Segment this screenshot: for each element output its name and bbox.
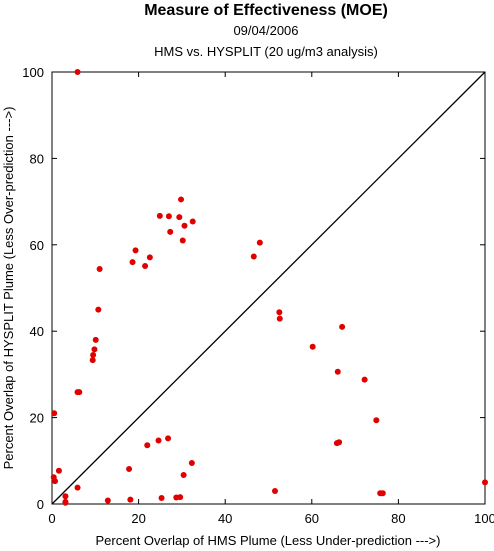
- data-point: [188, 459, 195, 466]
- data-point: [155, 437, 162, 444]
- data-point: [132, 247, 139, 254]
- data-point: [52, 478, 59, 485]
- data-point: [92, 336, 99, 343]
- y-axis-label: Percent Overlap of HYSPLIT Plume (Less O…: [1, 107, 16, 470]
- y-tick-label: 60: [30, 238, 44, 253]
- y-axis-ticks: 0 20 40 60 80 100: [22, 65, 485, 512]
- data-point: [95, 306, 102, 313]
- data-point: [167, 228, 174, 235]
- data-point: [165, 213, 172, 220]
- data-point: [276, 309, 283, 316]
- data-point: [179, 237, 186, 244]
- data-point: [96, 265, 103, 272]
- data-point: [89, 357, 96, 364]
- chart-date: 09/04/2006: [233, 23, 298, 38]
- data-point: [165, 435, 172, 442]
- data-point: [144, 442, 151, 449]
- data-point: [146, 254, 153, 261]
- data-point: [126, 466, 133, 473]
- data-point: [74, 484, 81, 491]
- data-point: [62, 493, 69, 500]
- y-tick-label: 20: [30, 411, 44, 426]
- data-point: [361, 376, 368, 383]
- chart-title: Measure of Effectiveness (MOE): [144, 2, 388, 19]
- data-point: [127, 496, 134, 503]
- data-point: [142, 262, 149, 269]
- data-point: [158, 494, 165, 501]
- data-point: [339, 323, 346, 330]
- one-to-one-line: [51, 71, 486, 505]
- data-point: [76, 389, 83, 396]
- data-point: [176, 214, 183, 221]
- x-tick-label: 0: [48, 511, 55, 526]
- data-point: [336, 439, 343, 446]
- data-point: [309, 343, 316, 350]
- data-point: [189, 218, 196, 225]
- data-point: [177, 494, 184, 501]
- data-point: [271, 488, 278, 495]
- chart-subtitle: HMS vs. HYSPLIT (20 ug/m3 analysis): [154, 44, 378, 59]
- x-tick-label: 80: [391, 511, 405, 526]
- data-point: [62, 499, 69, 506]
- data-point: [74, 69, 81, 75]
- data-points: [50, 69, 488, 506]
- data-point: [250, 253, 257, 260]
- data-point: [373, 417, 380, 424]
- data-point: [91, 346, 98, 353]
- data-point: [55, 467, 62, 474]
- data-point: [482, 479, 488, 486]
- x-tick-label: 40: [218, 511, 232, 526]
- x-axis-label: Percent Overlap of HMS Plume (Less Under…: [96, 533, 441, 548]
- x-tick-label: 60: [305, 511, 319, 526]
- data-point: [334, 368, 341, 375]
- y-tick-label: 80: [30, 151, 44, 166]
- y-tick-label: 40: [30, 324, 44, 339]
- data-point: [90, 351, 97, 358]
- y-tick-label: 100: [22, 65, 44, 80]
- data-point: [379, 490, 386, 497]
- data-point: [256, 239, 263, 246]
- plot-area: [51, 71, 486, 505]
- data-point: [104, 497, 111, 504]
- data-point: [156, 212, 163, 219]
- data-point: [51, 410, 58, 417]
- y-tick-label: 0: [37, 497, 44, 512]
- x-axis-ticks: 0 20 40 60 80 100: [48, 72, 494, 526]
- data-point: [181, 222, 188, 229]
- data-point: [180, 472, 187, 479]
- data-point: [276, 315, 283, 322]
- data-point: [129, 259, 136, 266]
- x-tick-label: 20: [131, 511, 145, 526]
- data-point: [178, 196, 185, 203]
- x-tick-label: 100: [474, 511, 494, 526]
